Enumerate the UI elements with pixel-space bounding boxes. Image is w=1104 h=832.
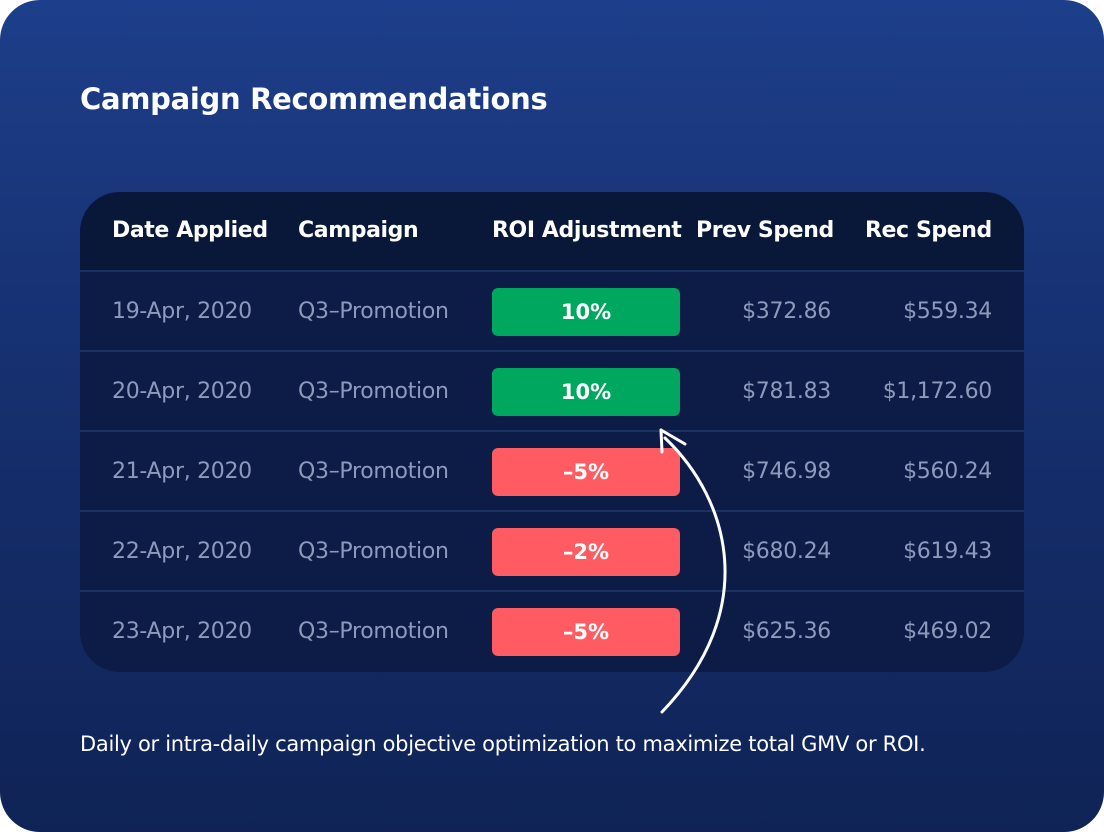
recommendations-table: Date Applied Campaign ROI Adjustment Pre… — [80, 192, 1024, 672]
header-prev-spend: Prev Spend — [696, 218, 834, 243]
cell-rec-spend: $619.43 — [903, 539, 992, 564]
cell-rec-spend: $1,172.60 — [882, 379, 993, 404]
table-row: 21-Apr, 2020 Q3–Promotion –5% $746.98 $5… — [80, 432, 1024, 512]
cell-prev-spend: $372.86 — [742, 299, 831, 324]
roi-badge: –5% — [492, 448, 680, 496]
cell-rec-spend: $559.34 — [903, 299, 992, 324]
table-row: 19-Apr, 2020 Q3–Promotion 10% $372.86 $5… — [80, 272, 1024, 352]
cell-prev-spend: $680.24 — [742, 539, 831, 564]
cell-campaign: Q3–Promotion — [298, 299, 449, 324]
table-row: 20-Apr, 2020 Q3–Promotion 10% $781.83 $1… — [80, 352, 1024, 432]
cell-prev-spend: $625.36 — [742, 619, 831, 644]
roi-badge: –2% — [492, 528, 680, 576]
header-date-applied: Date Applied — [112, 218, 268, 243]
table-header: Date Applied Campaign ROI Adjustment Pre… — [80, 192, 1024, 272]
cell-campaign: Q3–Promotion — [298, 619, 449, 644]
page-title: Campaign Recommendations — [80, 82, 548, 116]
cell-date: 19-Apr, 2020 — [112, 299, 252, 324]
cell-date: 20-Apr, 2020 — [112, 379, 252, 404]
cell-campaign: Q3–Promotion — [298, 379, 449, 404]
header-rec-spend: Rec Spend — [865, 218, 992, 243]
caption-text: Daily or intra-daily campaign objective … — [80, 732, 926, 756]
cell-rec-spend: $560.24 — [903, 459, 992, 484]
cell-date: 22-Apr, 2020 — [112, 539, 252, 564]
roi-badge: 10% — [492, 288, 680, 336]
cell-date: 23-Apr, 2020 — [112, 619, 252, 644]
cell-date: 21-Apr, 2020 — [112, 459, 252, 484]
roi-badge: 10% — [492, 368, 680, 416]
cell-campaign: Q3–Promotion — [298, 459, 449, 484]
cell-prev-spend: $781.83 — [742, 379, 831, 404]
cell-campaign: Q3–Promotion — [298, 539, 449, 564]
roi-badge: –5% — [492, 608, 680, 656]
table-row: 22-Apr, 2020 Q3–Promotion –2% $680.24 $6… — [80, 512, 1024, 592]
cell-prev-spend: $746.98 — [742, 459, 831, 484]
cell-rec-spend: $469.02 — [903, 619, 992, 644]
header-campaign: Campaign — [298, 218, 419, 243]
header-roi-adjustment: ROI Adjustment — [492, 218, 682, 243]
table-row: 23-Apr, 2020 Q3–Promotion –5% $625.36 $4… — [80, 592, 1024, 672]
